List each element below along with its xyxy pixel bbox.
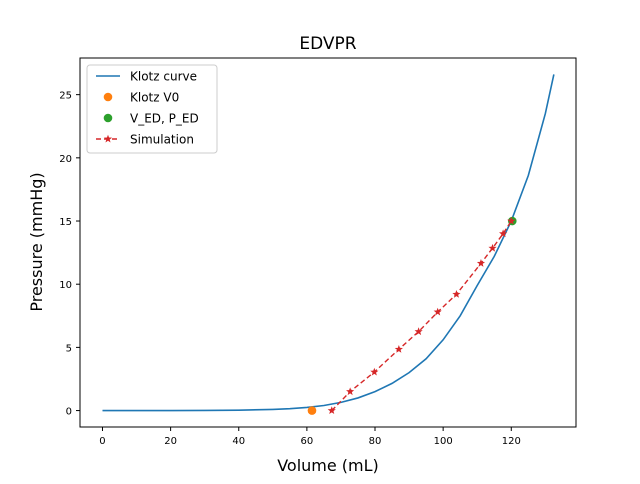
legend-label-simulation: Simulation — [130, 133, 194, 147]
klotz-v0-point — [307, 406, 317, 415]
legend-handle-klotz-v0 — [103, 92, 113, 102]
legend: Klotz curve Klotz V0 V_ED, P_ED Simulation — [86, 64, 218, 154]
legend-box — [86, 64, 218, 154]
x-tick-label: 40 — [232, 436, 245, 447]
y-tick-label: 10 — [59, 280, 72, 291]
simulation-marker — [327, 406, 336, 415]
simulation-marker — [433, 307, 442, 316]
series-layer — [102, 74, 555, 415]
x-tick-label: 80 — [369, 436, 382, 447]
x-axis-ticks: 0 20 40 60 80 100 120 — [99, 427, 521, 447]
simulation-marker — [346, 387, 355, 396]
x-tick-label: 120 — [502, 436, 521, 447]
legend-marker-simulation — [103, 134, 113, 143]
legend-label-klotz-curve: Klotz curve — [130, 70, 197, 84]
simulation-marker — [488, 243, 497, 252]
simulation-marker — [507, 216, 516, 225]
y-tick-label: 0 — [66, 407, 72, 418]
y-tick-label: 25 — [59, 91, 72, 102]
y-tick-label: 20 — [59, 154, 72, 165]
simulation-marker — [452, 290, 461, 298]
x-tick-label: 0 — [99, 436, 105, 447]
klotz-curve-line — [102, 74, 555, 412]
simulation-marker — [476, 259, 486, 267]
legend-label-v-ed-p-ed: V_ED, P_ED — [130, 112, 199, 126]
chart-title: EDVPR — [299, 34, 356, 54]
y-tick-label: 15 — [59, 217, 72, 228]
simulation-marker — [370, 367, 379, 376]
y-axis-ticks: 0 5 10 15 20 25 — [59, 91, 80, 418]
simulation-marker — [499, 229, 508, 238]
simulation-marker — [394, 344, 403, 353]
y-axis-label: Pressure (mmHg) — [27, 172, 46, 311]
x-tick-label: 60 — [301, 436, 314, 447]
x-tick-label: 20 — [164, 436, 177, 447]
legend-label-klotz-v0: Klotz V0 — [130, 91, 179, 105]
x-tick-label: 100 — [434, 436, 453, 447]
legend-handle-v-ed-p-ed — [103, 113, 113, 123]
axes-frame — [79, 57, 577, 428]
y-tick-label: 5 — [66, 343, 72, 354]
x-axis-label: Volume (mL) — [277, 456, 379, 475]
simulation-marker — [414, 327, 423, 336]
